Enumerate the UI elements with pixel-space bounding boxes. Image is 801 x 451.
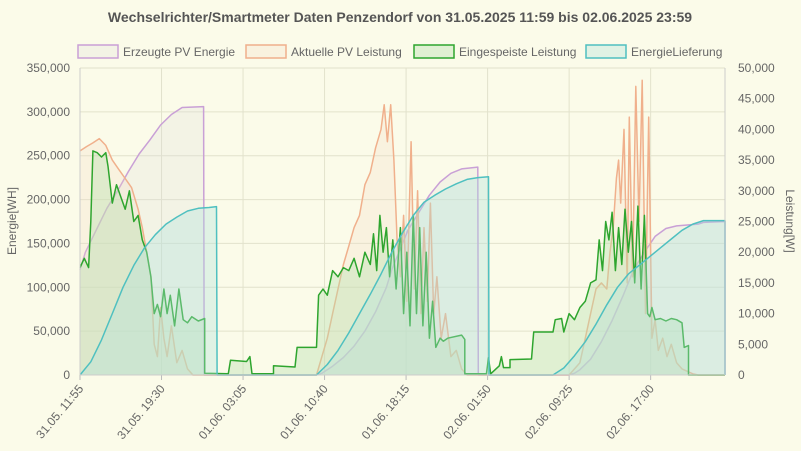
x-tick-label: 02.06. 01:50	[440, 382, 494, 442]
y-tick-label-right: 20,000	[738, 245, 775, 259]
x-tick-label: 02.06. 17:00	[603, 382, 657, 442]
legend-label: EnergieLieferung	[631, 45, 722, 59]
legend-label: Erzeugte PV Energie	[123, 45, 235, 59]
y-axis-label-right: Leistung[W]	[783, 189, 797, 252]
x-tick-label: 01.06. 10:40	[277, 382, 331, 442]
series-layer	[79, 79, 726, 376]
y-tick-label-right: 30,000	[738, 184, 775, 198]
y-tick-label-left: 50,000	[33, 324, 70, 338]
series-line-3	[79, 176, 726, 376]
legend-swatch	[77, 44, 119, 59]
y-tick-label-left: 350,000	[27, 61, 71, 75]
x-tick-label: 01.06. 18:15	[359, 382, 413, 442]
y-tick-label-left: 300,000	[27, 105, 71, 119]
chart-title: Wechselrichter/Smartmeter Daten Penzendo…	[108, 9, 692, 25]
y-tick-label-right: 50,000	[738, 61, 775, 75]
legend: Erzeugte PV Energie Aktuelle PV Leistung E…	[77, 44, 722, 59]
y-tick-label-right: 45,000	[738, 92, 775, 106]
y-tick-label-left: 100,000	[27, 280, 71, 294]
y-tick-label-right: 25,000	[738, 215, 775, 229]
x-tick-label: 01.06. 03:05	[196, 382, 250, 442]
series-line-2	[79, 150, 725, 376]
y-tick-label-right: 15,000	[738, 276, 775, 290]
y-tick-label-left: 250,000	[27, 149, 71, 163]
legend-swatch	[413, 44, 455, 59]
x-tick-label: 31.05. 11:55	[33, 382, 86, 442]
y-tick-label-right: 10,000	[738, 307, 775, 321]
x-tick-label: 02.06. 09:25	[522, 382, 576, 442]
legend-swatch	[585, 44, 627, 59]
y-tick-label-right: 35,000	[738, 153, 775, 167]
series-area-0	[80, 106, 725, 375]
legend-swatch	[245, 44, 287, 59]
y-axis-label-left: Energie[WH]	[5, 187, 19, 255]
y-tick-label-right: 5,000	[738, 337, 768, 351]
series-area-3	[80, 176, 725, 375]
y-tick-label-left: 150,000	[27, 236, 71, 250]
y-tick-label-left: 200,000	[27, 193, 71, 207]
legend-label: Eingespeiste Leistung	[459, 45, 576, 59]
y-tick-label-right: 40,000	[738, 122, 775, 136]
y-tick-label-right: 0	[738, 368, 745, 382]
grid	[79, 67, 725, 376]
y-tick-label-left: 0	[63, 368, 70, 382]
series-area-2	[80, 150, 725, 375]
legend-label: Aktuelle PV Leistung	[291, 45, 402, 59]
x-tick-label: 31.05. 19:30	[114, 382, 168, 442]
